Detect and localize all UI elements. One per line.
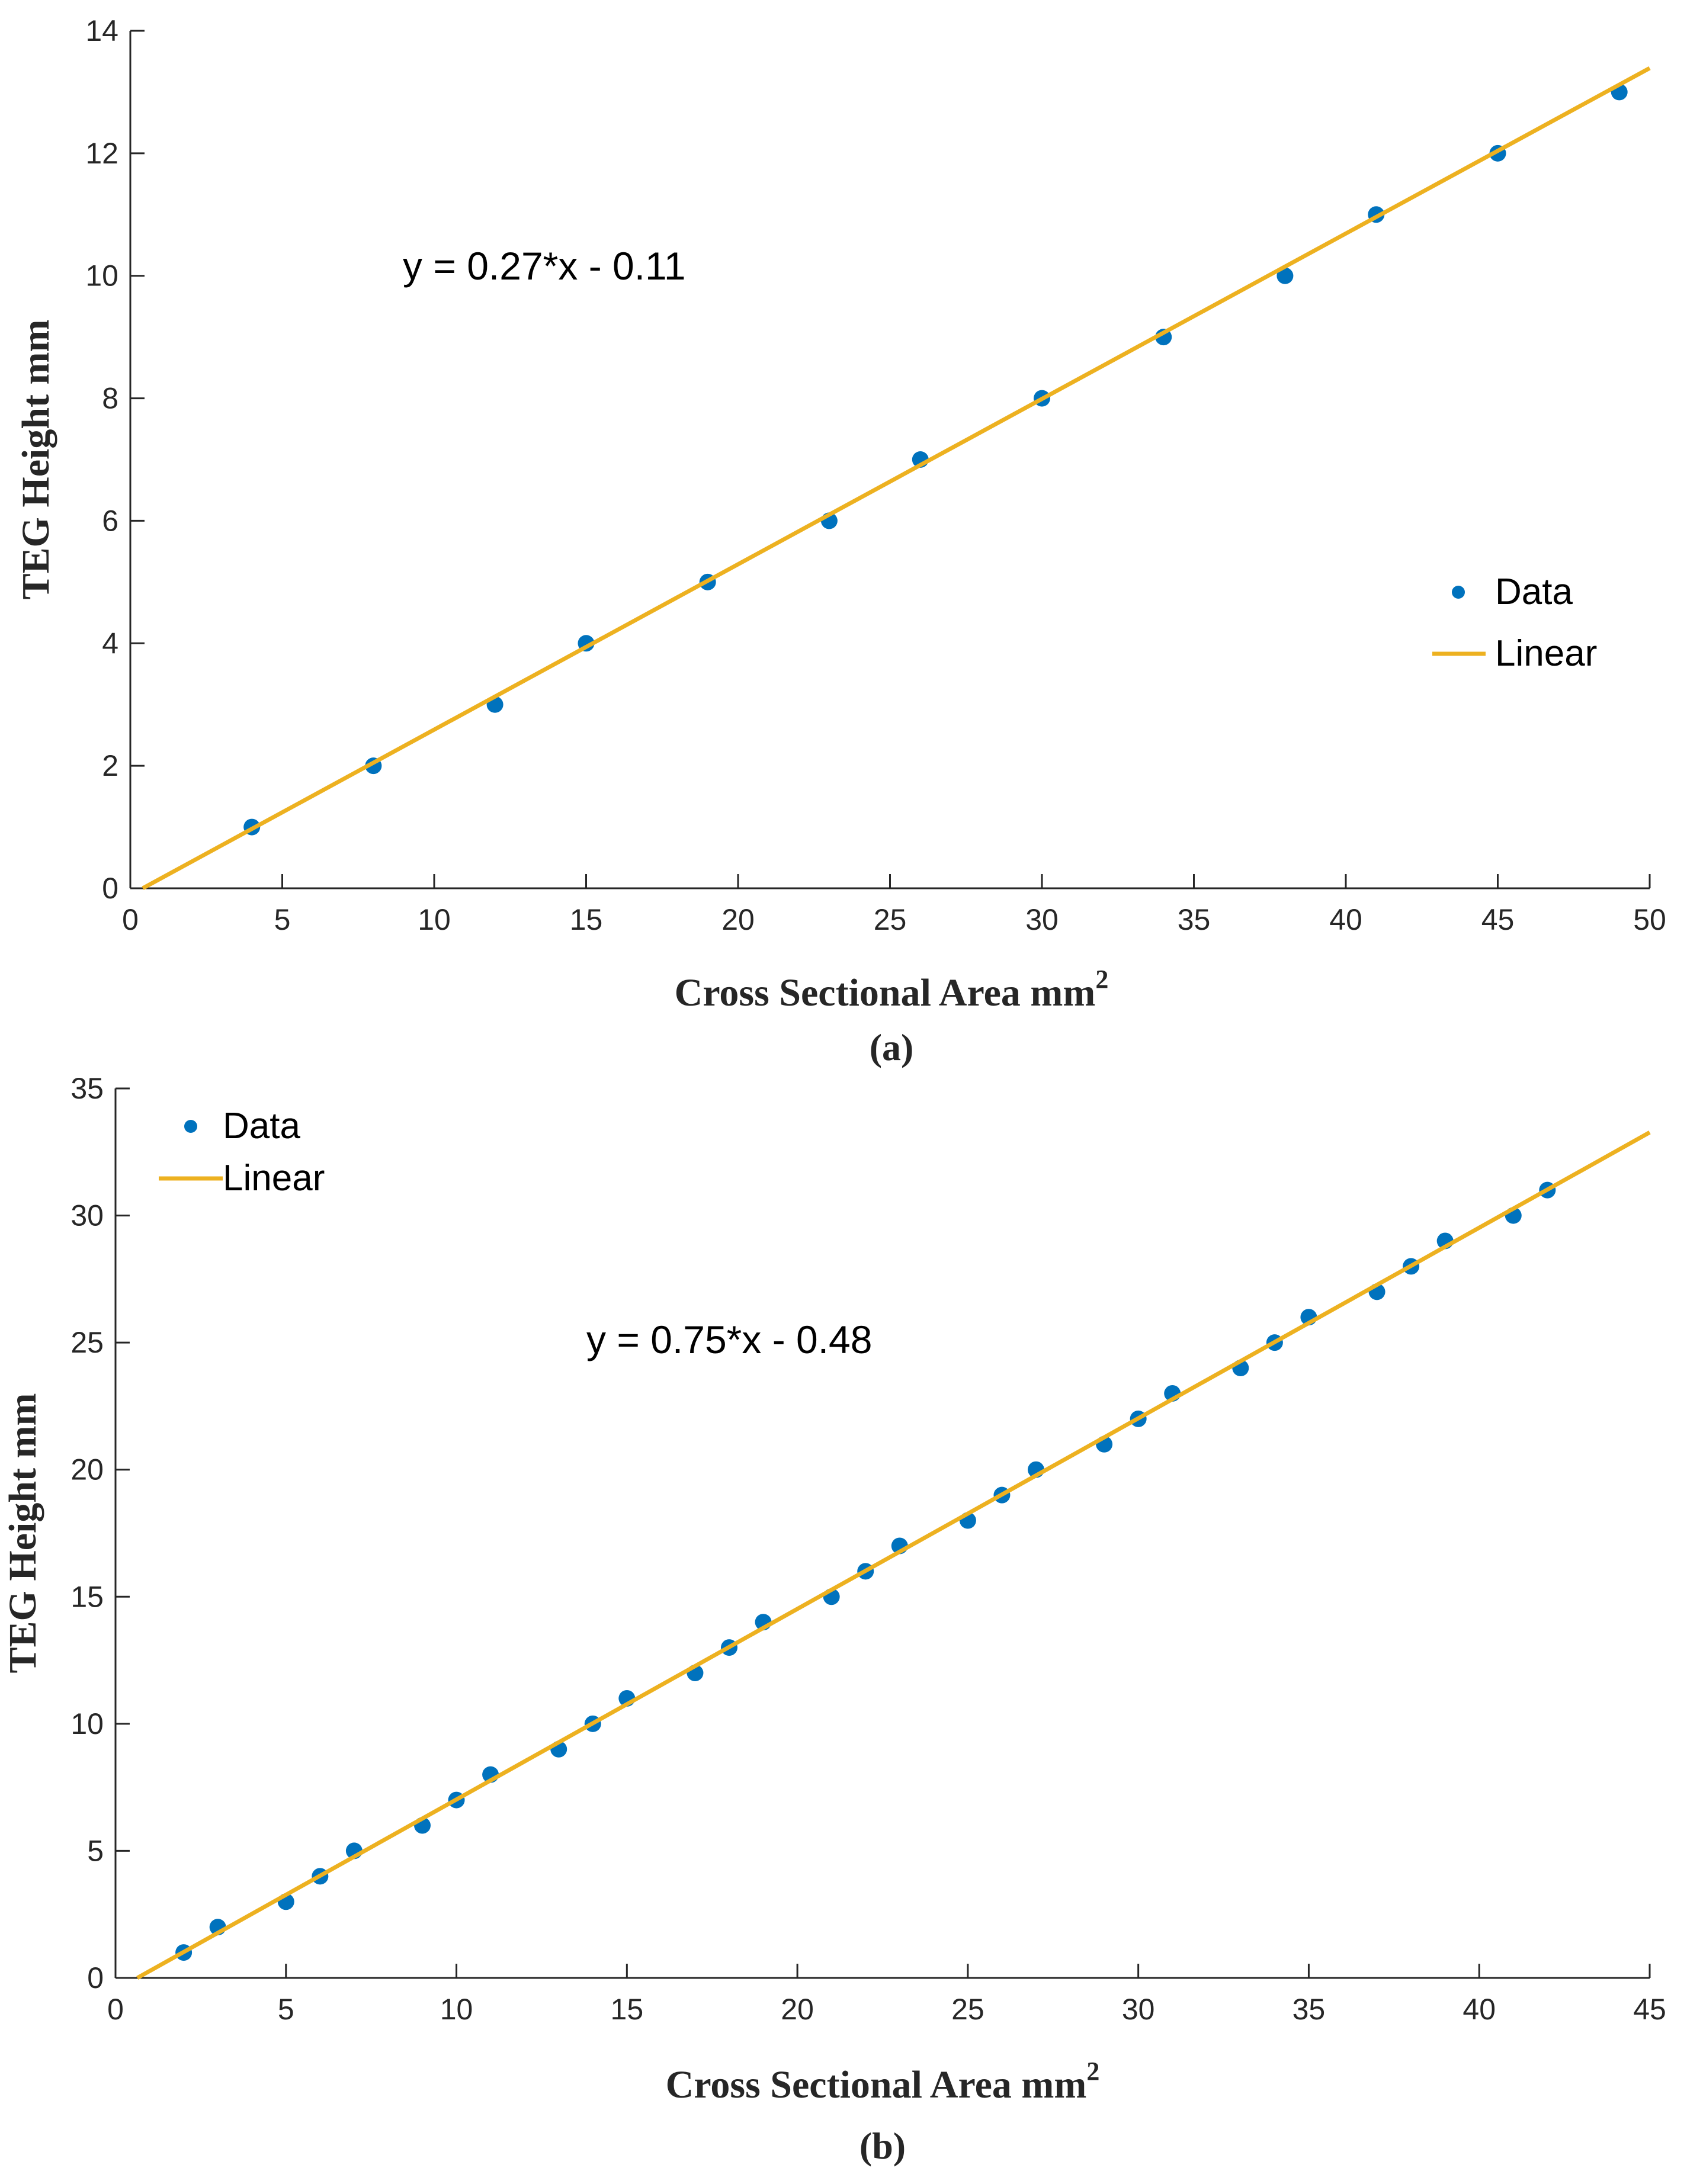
y-tick-label: 6 [102, 504, 118, 537]
x-tick-label: 45 [1633, 1993, 1666, 2026]
linear-fit-line [136, 1130, 1651, 1980]
x-tick-label: 40 [1463, 1993, 1496, 2026]
y-tick-label: 5 [87, 1834, 104, 1867]
y-tick-label: 10 [70, 1707, 104, 1740]
x-tick-label: 25 [951, 1993, 984, 2026]
chart-panel-a: 0 5 10 15 20 25 30 35 40 45 50 0 2 4 6 8 10 12 14 Cross Sec… [14, 14, 1666, 1068]
x-tick-label: 20 [721, 903, 755, 936]
panel-label: (b) [859, 2125, 906, 2167]
x-tick-label: 25 [874, 903, 907, 936]
y-tick-label: 25 [70, 1326, 104, 1359]
x-tick-label: 50 [1633, 903, 1666, 936]
x-axis-title-superscript: 2 [1086, 2057, 1099, 2086]
x-axis-title-superscript: 2 [1095, 965, 1108, 994]
legend-linear-label: Linear [223, 1158, 325, 1199]
x-tick-label: 30 [1122, 1993, 1155, 2026]
x-tick-label: 0 [122, 903, 139, 936]
y-tick-label: 30 [70, 1199, 104, 1232]
legend-linear-label: Linear [1495, 633, 1597, 674]
y-tick-label: 0 [87, 1961, 104, 1994]
x-tick-label: 5 [274, 903, 291, 936]
x-tick-label: 20 [781, 1993, 814, 2026]
legend-data-marker [184, 1120, 197, 1133]
x-tick-label: 15 [611, 1993, 644, 2026]
x-tick-label: 15 [570, 903, 603, 936]
x-tick-label: 45 [1481, 903, 1515, 936]
x-tick-label: 40 [1329, 903, 1362, 936]
fit-equation: y = 0.75*x - 0.48 [586, 1318, 872, 1361]
y-tick-label: 4 [102, 627, 118, 660]
x-tick-label: 35 [1292, 1993, 1326, 2026]
y-tick-label: 15 [70, 1580, 104, 1613]
x-tick-label: 10 [418, 903, 451, 936]
y-tick-label: 35 [70, 1072, 104, 1105]
x-axis-title: Cross Sectional Area mm2 [666, 2057, 1100, 2106]
y-tick-label: 8 [102, 382, 118, 415]
chart-panel-b: 0 5 10 15 20 25 30 35 40 45 0 5 10 15 20 25 30 35 Cross Se… [1, 1072, 1666, 2167]
x-tick-label: 35 [1178, 903, 1211, 936]
y-tick-label: 0 [102, 872, 118, 905]
fit-equation: y = 0.27*x - 0.11 [403, 244, 686, 288]
x-tick-label: 30 [1025, 903, 1059, 936]
x-tick-label: 10 [440, 1993, 473, 2026]
y-axis-title: TEG Height mm [14, 320, 57, 600]
y-tick-label: 10 [85, 259, 118, 293]
y-tick-label: 14 [85, 14, 118, 47]
x-tick-label: 5 [278, 1993, 294, 2026]
x-axis-title: Cross Sectional Area mm2 [675, 965, 1109, 1014]
linear-fit-line [142, 66, 1651, 891]
panel-label: (a) [870, 1026, 914, 1068]
y-tick-label: 12 [85, 137, 118, 170]
legend-data-label: Data [1495, 571, 1573, 612]
y-tick-label: 2 [102, 749, 118, 782]
x-tick-label: 0 [107, 1993, 124, 2026]
x-axis-title-text: Cross Sectional Area mm [666, 2063, 1087, 2106]
legend-data-label: Data [223, 1106, 300, 1146]
legend: Data Linear [1432, 571, 1597, 674]
y-axis-title: TEG Height mm [1, 1393, 44, 1674]
data-point [1277, 267, 1294, 284]
y-tick-label: 20 [70, 1453, 104, 1486]
x-axis-title-text: Cross Sectional Area mm [675, 971, 1096, 1014]
legend-data-marker [1452, 586, 1465, 599]
legend: Data Linear [159, 1106, 325, 1199]
